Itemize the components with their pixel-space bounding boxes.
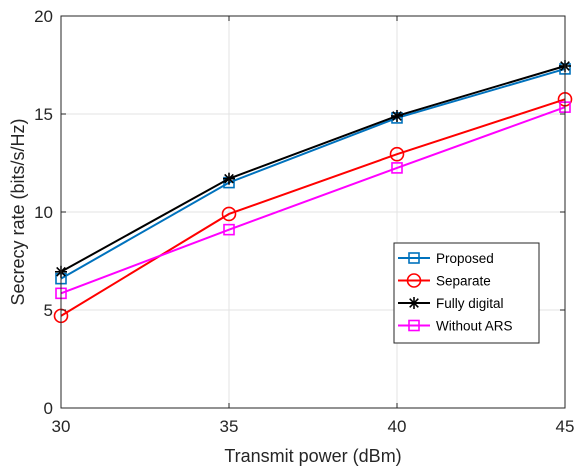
y-tick-label: 0 bbox=[44, 399, 53, 418]
y-tick-label: 5 bbox=[44, 301, 53, 320]
series-line-proposed bbox=[60, 67, 566, 280]
data-point-fully-digital-stroke bbox=[224, 173, 234, 184]
legend: Proposed Separate Fully digital Without ARS bbox=[393, 242, 540, 344]
axis-ticks: 30 35 40 45 0 5 10 15 20 bbox=[34, 7, 574, 436]
x-tick-label: 30 bbox=[52, 417, 71, 436]
data-point-without-ars bbox=[391, 162, 403, 174]
y-tick-label: 20 bbox=[34, 7, 53, 26]
legend-item-without-ars: Without ARS bbox=[398, 319, 513, 334]
legend-label: Proposed bbox=[436, 251, 494, 266]
data-point-fully-digital bbox=[223, 172, 235, 185]
series-line-fully-digital bbox=[60, 65, 566, 273]
legend-swatch-marker-stroke bbox=[409, 298, 419, 308]
legend-swatch-marker bbox=[408, 297, 420, 309]
legend-item-fully-digital: Fully digital bbox=[398, 296, 504, 311]
series-line-separate bbox=[60, 98, 566, 317]
legend-swatch-marker bbox=[408, 252, 420, 264]
legend-item-separate: Separate bbox=[398, 273, 491, 289]
x-tick-label: 40 bbox=[388, 417, 407, 436]
x-tick-label: 45 bbox=[556, 417, 575, 436]
series-layer bbox=[53, 59, 573, 324]
y-tick-label: 10 bbox=[34, 203, 53, 222]
data-point-separate bbox=[389, 146, 405, 162]
series-line-without-ars bbox=[60, 106, 566, 295]
data-point-separate bbox=[221, 206, 237, 222]
legend-item-proposed: Proposed bbox=[398, 251, 494, 266]
data-point-fully-digital-stroke bbox=[392, 111, 402, 121]
y-tick-label: 15 bbox=[34, 105, 53, 124]
x-axis-label: Transmit power (dBm) bbox=[224, 446, 401, 466]
legend-swatch-marker bbox=[406, 273, 422, 288]
legend-label: Separate bbox=[436, 274, 491, 289]
data-point-without-ars bbox=[223, 223, 235, 236]
legend-swatch-marker bbox=[408, 319, 420, 332]
legend-label: Without ARS bbox=[436, 319, 513, 334]
x-tick-label: 35 bbox=[220, 417, 239, 436]
data-point-fully-digital bbox=[391, 109, 403, 122]
y-axis-label: Secrecy rate (bits/s/Hz) bbox=[8, 118, 28, 305]
legend-label: Fully digital bbox=[436, 296, 504, 311]
